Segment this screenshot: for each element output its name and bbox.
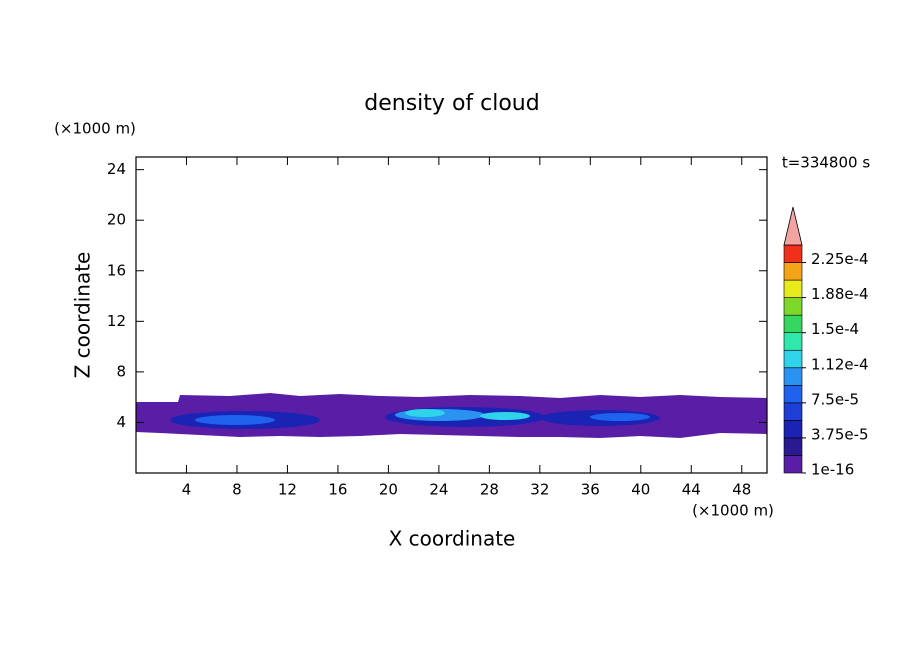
colorbar-band [783, 455, 803, 474]
colorbar-tick-label: 1.5e-4 [811, 320, 859, 338]
colorbar-band [783, 332, 803, 351]
y-axis-label: Z coordinate [71, 252, 95, 379]
colorbar-tick-label: 3.75e-5 [811, 425, 869, 443]
x-tick-label: 16 [328, 481, 347, 499]
x-tick-label: 40 [631, 481, 650, 499]
x-tick-label: 28 [480, 481, 499, 499]
x-tick-label: 12 [278, 481, 297, 499]
cloud-core [405, 409, 445, 417]
colorbar-band [783, 402, 803, 421]
x-axis-label: X coordinate [389, 527, 516, 551]
colorbar-band [783, 244, 803, 263]
x-tick-label: 20 [379, 481, 398, 499]
x-tick-label: 32 [530, 481, 549, 499]
colorbar-band [783, 279, 803, 298]
x-tick-label: 24 [429, 481, 448, 499]
y-tick-label: 20 [107, 211, 126, 229]
colorbar-band [783, 297, 803, 316]
x-tick-label: 4 [182, 481, 192, 499]
x-tick-label: 44 [682, 481, 701, 499]
colorbar-tick-label: 2.25e-4 [811, 250, 869, 268]
x-tick-label: 48 [732, 481, 751, 499]
colorbar-band [783, 367, 803, 386]
colorbar-tick-label: 1.88e-4 [811, 285, 869, 303]
colorbar-band [783, 420, 803, 439]
cloud-core [590, 413, 650, 421]
colorbar-tick-label: 1.12e-4 [811, 355, 869, 373]
colorbar-band [783, 437, 803, 456]
colorbar-band [783, 349, 803, 369]
colorbar-tick-label: 7.5e-5 [811, 390, 859, 408]
y-tick-label: 24 [107, 160, 126, 178]
colorbar-extend [783, 206, 803, 246]
time-label: t=334800 s [782, 154, 870, 172]
y-tick-label: 12 [107, 312, 126, 330]
cloud-field [136, 393, 767, 438]
colorbar-band [783, 385, 803, 404]
cloud-core [195, 415, 275, 425]
colorbar-band [783, 262, 803, 281]
plot-frame [135, 156, 768, 474]
chart-title: density of cloud [364, 91, 539, 116]
y-tick-label: 16 [107, 261, 126, 279]
y-tick-label: 8 [116, 362, 126, 380]
y-unit: (×1000 m) [54, 120, 136, 138]
colorbar-band [783, 314, 803, 333]
x-tick-label: 36 [581, 481, 600, 499]
cloud-core [480, 412, 530, 420]
x-tick-label: 8 [232, 481, 242, 499]
colorbar-tick-label: 1e-16 [811, 461, 854, 479]
x-unit: (×1000 m) [692, 502, 774, 520]
y-tick-label: 4 [116, 413, 126, 431]
